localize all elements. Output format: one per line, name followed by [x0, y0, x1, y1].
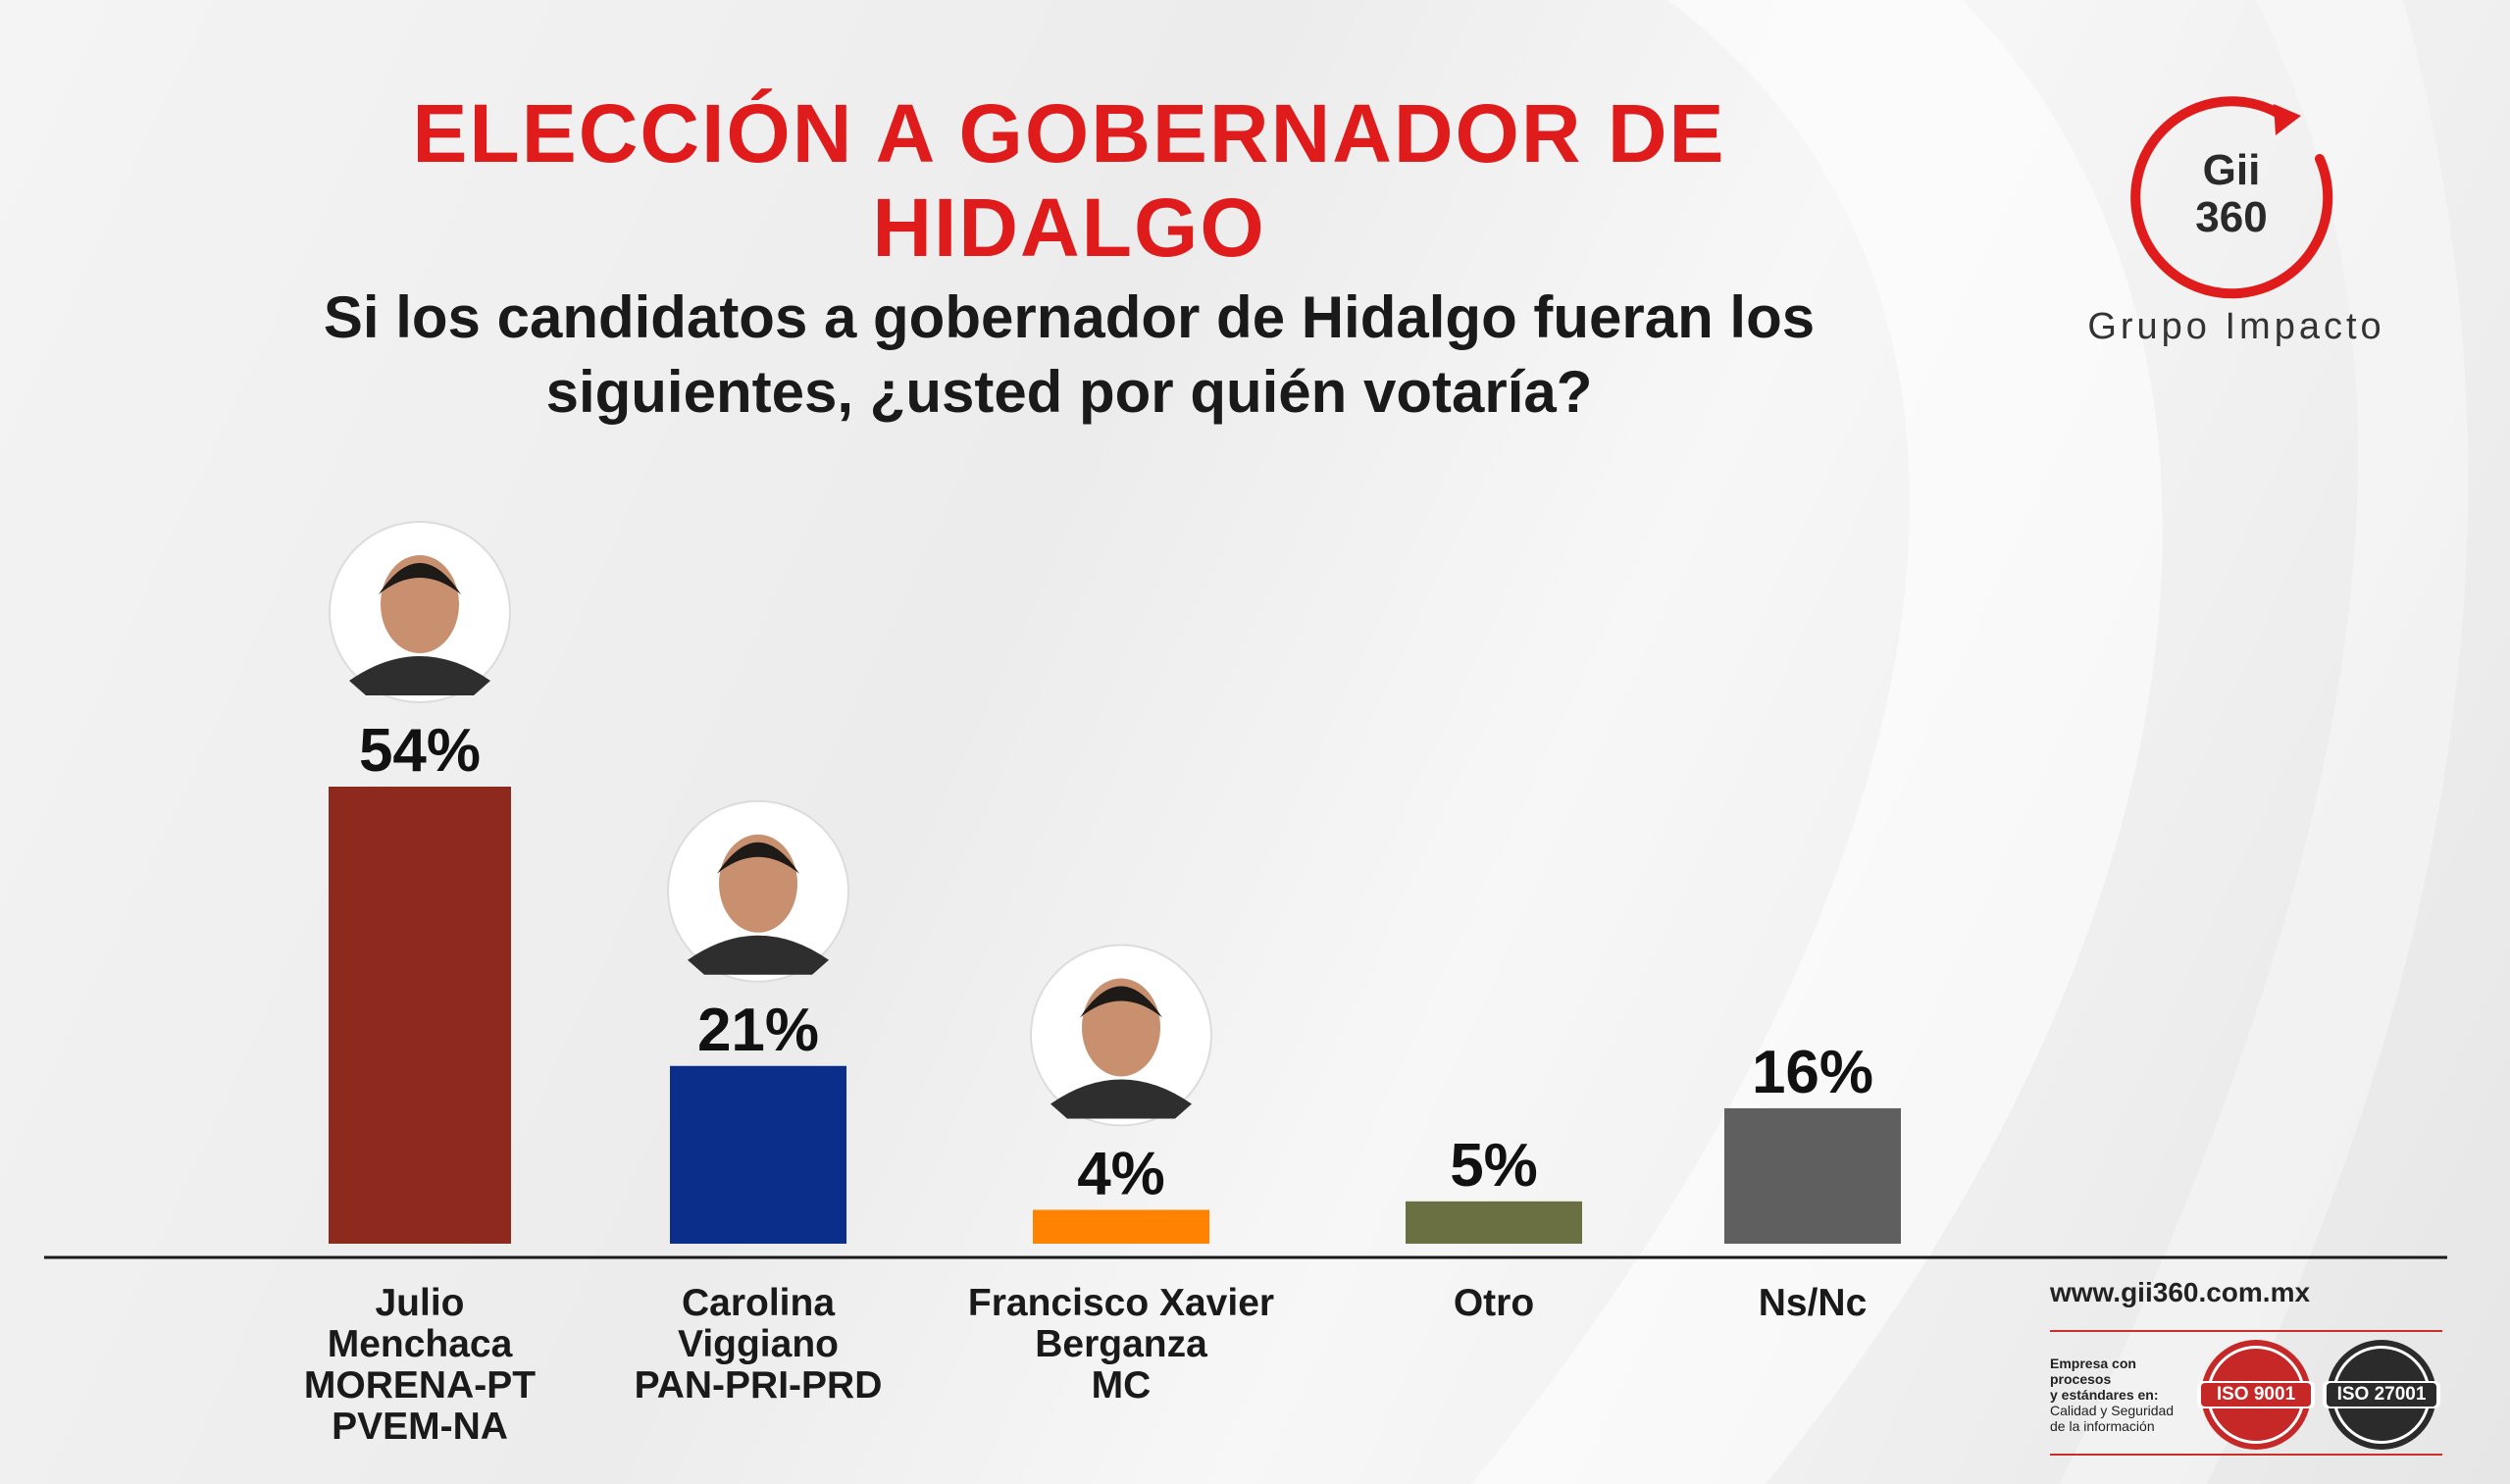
logo-mark: Gii 360 — [2143, 147, 2320, 241]
candidate-photo-icon-1 — [667, 799, 849, 983]
iso-line-4: de la información — [2050, 1418, 2155, 1434]
iso-line-1: Empresa con procesos — [2050, 1356, 2136, 1387]
x-tick-label-0-line-3: PVEM-NA — [332, 1406, 508, 1448]
bar-4 — [1724, 1107, 1901, 1244]
iso-9001-label: ISO 9001 — [2201, 1383, 2311, 1407]
x-tick-label-3-line-0: Otro — [1453, 1282, 1535, 1324]
x-tick-label-1-line-2: PAN-PRI-PRD — [634, 1364, 883, 1407]
page-subtitle: Si los candidatos a gobernador de Hidalg… — [323, 284, 1816, 425]
iso-27001-seal-icon: ISO 27001 — [2323, 1340, 2440, 1450]
bar-3 — [1406, 1201, 1582, 1244]
x-tick-label-2-line-2: MC — [1091, 1364, 1152, 1407]
x-tick-label-2-line-0: Francisco Xavier — [967, 1282, 1275, 1324]
bar-value-label-0: 54% — [359, 717, 481, 785]
candidate-photo-icon-2 — [1030, 944, 1212, 1127]
iso-27001-label: ISO 27001 — [2327, 1383, 2436, 1407]
bar-value-label-4: 16% — [1752, 1039, 1873, 1106]
iso-9001-seal-icon: ISO 9001 — [2197, 1340, 2315, 1450]
page-title: ELECCIÓN A GOBERNADOR DE HIDALGO — [412, 87, 1726, 274]
x-tick-label-1-line-1: Viggiano — [678, 1323, 839, 1365]
bar-2 — [1033, 1209, 1209, 1244]
x-tick-label-0-line-0: Julio — [375, 1282, 465, 1324]
x-tick-label-2-line-1: Berganza — [1035, 1323, 1207, 1365]
x-tick-label-0-line-1: Menchaca — [327, 1323, 513, 1365]
iso-line-2: y estándares en: — [2050, 1387, 2159, 1403]
bar-0 — [329, 787, 511, 1244]
x-tick-label-4-line-0: Ns/Nc — [1758, 1282, 1868, 1324]
x-tick-label-2: Francisco Xavier Berganza MC — [915, 1283, 1327, 1407]
logo-mark-line1: Gii — [2202, 146, 2261, 194]
footer-divider-top — [2050, 1330, 2442, 1332]
candidate-photo-icon-0 — [329, 521, 511, 703]
website-link[interactable]: www.gii360.com.mx — [2050, 1277, 2311, 1307]
iso-line-3: Calidad y Seguridad — [2050, 1403, 2175, 1418]
x-tick-label-4: Ns/Nc — [1607, 1283, 2019, 1324]
logo-name: Grupo Impacto — [2087, 306, 2385, 347]
bar-value-label-2: 4% — [1077, 1140, 1165, 1207]
x-tick-label-0-line-2: MORENA-PT — [303, 1364, 537, 1407]
x-tick-label-3: Otro — [1288, 1283, 1700, 1324]
bar-1 — [670, 1065, 846, 1244]
bar-value-label-3: 5% — [1450, 1132, 1538, 1200]
iso-description: Empresa con procesos y estándares en: Ca… — [2050, 1356, 2197, 1434]
x-tick-label-0: Julio Menchaca MORENA-PT PVEM-NA — [214, 1283, 626, 1448]
x-tick-label-1: Carolina Viggiano PAN-PRI-PRD — [552, 1283, 964, 1407]
gii360-logo-icon — [2130, 96, 2333, 299]
footer-divider-bottom — [2050, 1454, 2442, 1456]
bar-value-label-1: 21% — [697, 997, 819, 1064]
x-tick-label-1-line-0: Carolina — [681, 1282, 836, 1324]
logo-mark-line2: 360 — [2195, 193, 2268, 241]
